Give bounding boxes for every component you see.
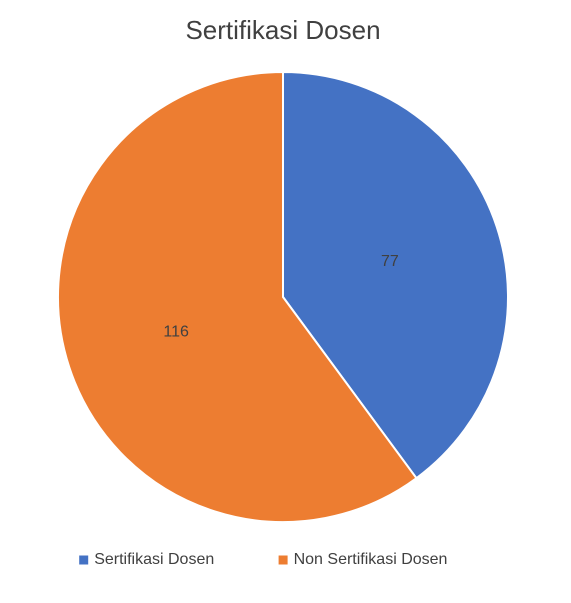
chart-title: Sertifikasi Dosen [185,15,380,45]
legend-swatch [79,555,89,565]
legend-label: Sertifikasi Dosen [94,551,214,568]
legend-swatch [278,555,288,565]
legend-label: Non Sertifikasi Dosen [294,551,448,568]
data-label: 116 [163,323,189,340]
pie-slice [57,70,418,523]
pie-slice [282,70,509,480]
data-label: 77 [381,253,399,270]
